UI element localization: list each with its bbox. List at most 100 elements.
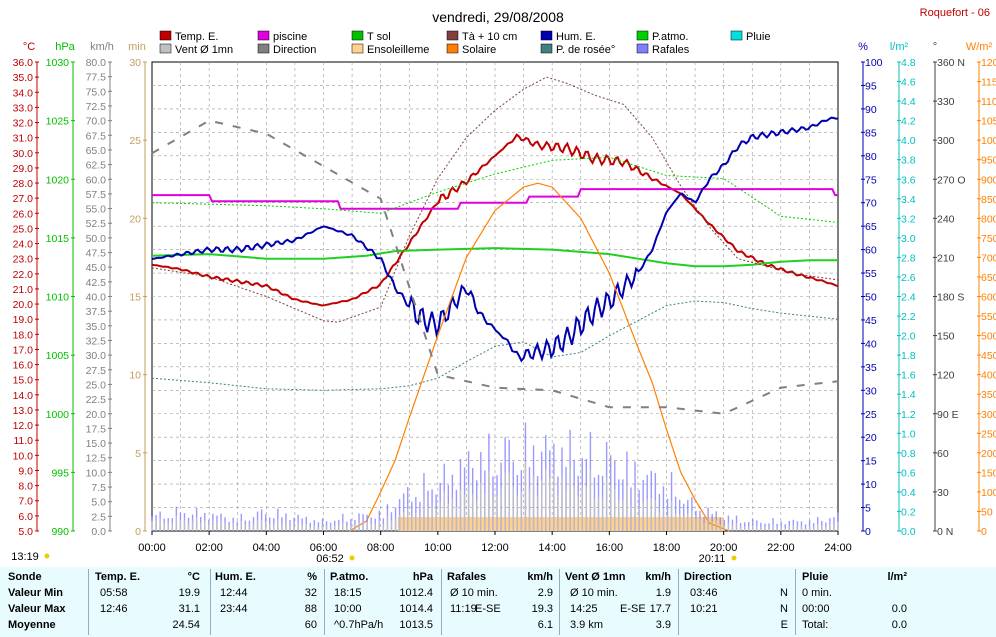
axis-wind-tick-label: 77.5 xyxy=(86,72,107,84)
axis-wind-tick-label: 52.5 xyxy=(86,218,107,230)
axis-solar-tick-label: 600 xyxy=(981,292,996,304)
axis-pressure-tick-label: 990 xyxy=(51,526,69,538)
axis-rain: 0.0 0.2 0.4 0.6 0.8 1.0 1.2 1.4 1.6 1.8 2.0 2.2 2.4 2… xyxy=(890,41,916,538)
axis-temp-tick-label: 22.0 xyxy=(13,269,34,281)
axis-pressure-tick-label: 1020 xyxy=(46,174,70,186)
series-t-sol xyxy=(151,247,838,268)
axis-temp-tick-label: 13.0 xyxy=(13,405,34,417)
axis-rain-tick-label: 1.2 xyxy=(901,409,916,421)
x-axis-tick-label: 14:00 xyxy=(538,542,566,554)
axis-temp-tick-label: 5.0 xyxy=(18,526,33,538)
stats-cell: 32 xyxy=(304,587,317,599)
stats-cell: 17.7 xyxy=(649,603,671,615)
axis-wind-tick-label: 42.5 xyxy=(86,277,107,289)
sunrise-label-marker xyxy=(349,555,355,561)
axis-wind: 0.0 2.5 5.0 7.5 10.0 12.5 15.0 17.5 20.0 22.5 25.0… xyxy=(86,41,114,538)
axis-dir-tick-label: 330 xyxy=(937,96,955,108)
stats-cell: 1013.5 xyxy=(399,619,433,631)
stats-cell: km/h xyxy=(527,571,553,583)
axis-pressure-tick-label: 1025 xyxy=(46,116,70,128)
axis-dir-tick-label: 90 E xyxy=(937,409,959,421)
axis-wind-tick-label: 0.0 xyxy=(91,526,106,538)
axis-temp-tick-label: 33.0 xyxy=(13,102,34,114)
axis-hum-tick-label: 25 xyxy=(865,409,877,421)
stats-separator xyxy=(441,569,442,635)
x-axis-tick-label: 08:00 xyxy=(367,542,395,554)
stats-cell: Total: xyxy=(802,619,829,631)
axis-hum-tick-label: 30 xyxy=(865,385,877,397)
legend-label: Hum. E. xyxy=(556,31,596,43)
axis-sun-tick-label: 10 xyxy=(129,370,141,382)
axis-wind-tick-label: 50.0 xyxy=(86,233,107,245)
legend-swatch xyxy=(257,43,270,54)
axis-sun-tick-label: 30 xyxy=(129,57,141,69)
axis-wind-tick-label: 12.5 xyxy=(86,453,107,465)
axis-solar-tick-label: 400 xyxy=(981,370,996,382)
stats-cell: 24.54 xyxy=(172,619,200,631)
axis-dir-tick-label: 300 xyxy=(937,135,955,147)
axis-rain-tick-label: 2.4 xyxy=(901,292,916,304)
axis-wind-tick-label: 27.5 xyxy=(86,365,107,377)
x-axis-tick-label: 20:00 xyxy=(710,542,738,554)
sunset-label: 20:11 xyxy=(699,553,726,565)
station-name: Roquefort - 06 xyxy=(920,7,990,19)
axis-solar-tick-label: 900 xyxy=(981,174,996,186)
axis-dir-tick-label: 210 xyxy=(937,252,955,264)
stats-cell: N xyxy=(780,587,788,599)
axis-wind-tick-label: 5.0 xyxy=(91,497,106,509)
axis-solar-tick-label: 150 xyxy=(981,467,996,479)
legend: Temp. E. piscine T sol Tà + 10 cm Hum. E. P.a… xyxy=(159,30,770,56)
stats-separator xyxy=(559,569,560,635)
stats-separator xyxy=(795,569,796,635)
axis-rain-tick-label: 2.2 xyxy=(901,311,916,323)
axis-hum-tick-label: 35 xyxy=(865,362,877,374)
x-axis-tick-label: 00:00 xyxy=(138,542,166,554)
axis-temp-tick-label: 28.0 xyxy=(13,178,34,190)
legend-swatch xyxy=(730,30,743,41)
series-vent-1mn xyxy=(151,460,839,531)
stats-cell: l/m² xyxy=(887,571,907,583)
axis-temp-tick-label: 30.0 xyxy=(13,148,34,160)
legend-label: Solaire xyxy=(462,44,496,56)
stats-cell: E-SE xyxy=(620,603,646,615)
stats-cell: 10:00 xyxy=(334,603,362,615)
axis-dir-tick-label: 120 xyxy=(937,370,955,382)
axis-wind-tick-label: 72.5 xyxy=(86,101,107,113)
axis-solar-tick-label: 550 xyxy=(981,311,996,323)
axis-hum-tick-label: 80 xyxy=(865,151,877,163)
x-axis-tick-label: 06:00 xyxy=(310,542,338,554)
axis-wind-tick-label: 2.5 xyxy=(91,511,106,523)
axis-temp-tick-label: 20.0 xyxy=(13,299,34,311)
axis-temp-tick-label: 14.0 xyxy=(13,390,34,402)
stats-cell: % xyxy=(307,571,317,583)
axis-solar-tick-label: 700 xyxy=(981,252,996,264)
stats-cell: Hum. E. xyxy=(215,571,256,583)
stats-cell: Valeur Min xyxy=(8,587,64,599)
axis-solar-tick-label: 0 xyxy=(981,526,987,538)
stats-cell: 3.9 xyxy=(655,619,671,631)
x-axis-tick-label: 22:00 xyxy=(767,542,795,554)
stats-cell: 19.9 xyxy=(178,587,200,599)
stats-cell: Ø 10 min. xyxy=(450,587,498,599)
axis-temp-tick-label: 18.0 xyxy=(13,329,34,341)
axis-solar-tick-label: 250 xyxy=(981,428,996,440)
axis-rain-tick-label: 1.0 xyxy=(901,428,916,440)
axis-dir-tick-label: 360 N xyxy=(937,57,965,69)
axis-solar-tick-label: 1000 xyxy=(981,135,996,147)
stats-cell: Rafales xyxy=(447,571,487,583)
legend-swatch xyxy=(540,43,553,54)
axis-temp-tick-label: 26.0 xyxy=(13,208,34,220)
axis-wind-tick-label: 55.0 xyxy=(86,204,107,216)
x-axis-tick-label: 04:00 xyxy=(253,542,281,554)
axis-wind-tick-label: 22.5 xyxy=(86,394,107,406)
chart-title: vendredi, 29/08/2008 xyxy=(432,9,564,25)
stats-separator xyxy=(210,569,211,635)
stats-cell: Direction xyxy=(684,571,732,583)
axis-dir-tick-label: 0 N xyxy=(937,526,953,538)
axis-temp-tick-label: 7.0 xyxy=(18,496,33,508)
axis-dir-tick-label: 270 O xyxy=(937,174,966,186)
axis-temp-tick-label: 23.0 xyxy=(13,254,34,266)
stats-cell: Vent Ø 1mn xyxy=(565,571,626,583)
axis-rain-tick-label: 3.0 xyxy=(901,233,916,245)
x-axis-tick-label: 18:00 xyxy=(653,542,681,554)
